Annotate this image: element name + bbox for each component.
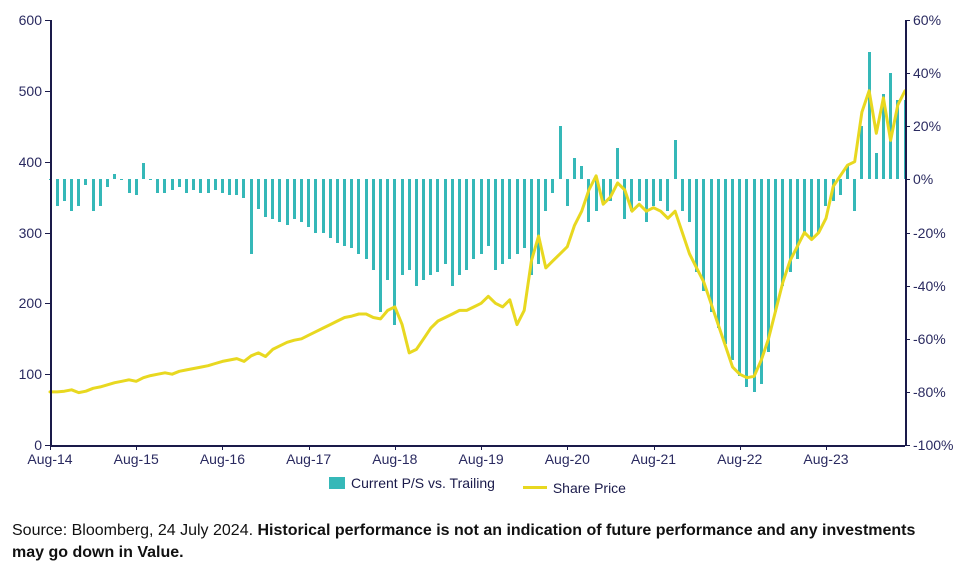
- x-tick-label: Aug-21: [631, 451, 676, 467]
- x-tick-label: Aug-17: [286, 451, 331, 467]
- x-tick-label: Aug-14: [27, 451, 72, 467]
- x-tick-label: Aug-19: [459, 451, 504, 467]
- legend-label: Share Price: [553, 480, 626, 496]
- x-tick-label: Aug-16: [200, 451, 245, 467]
- legend-item-bars: Current P/S vs. Trailing: [329, 475, 495, 491]
- footnote: Source: Bloomberg, 24 July 2024. Histori…: [12, 520, 932, 563]
- legend: Current P/S vs. Trailing Share Price: [0, 475, 955, 496]
- y-right-tick-label: -20%: [913, 225, 946, 241]
- x-tick-label: Aug-18: [372, 451, 417, 467]
- x-tick-label: Aug-15: [114, 451, 159, 467]
- legend-swatch-bar: [329, 477, 345, 489]
- y-left-tick-label: 600: [19, 12, 42, 28]
- y-left-tick-label: 100: [19, 366, 42, 382]
- legend-item-line: Share Price: [523, 480, 626, 496]
- y-right-tick-label: 20%: [913, 118, 941, 134]
- line-series: [50, 20, 905, 445]
- y-right-tick-label: -80%: [913, 384, 946, 400]
- y-right-tick-label: 60%: [913, 12, 941, 28]
- y-left-tick-label: 300: [19, 225, 42, 241]
- x-tick-label: Aug-22: [717, 451, 762, 467]
- legend-swatch-line: [523, 486, 547, 489]
- y-right-tick-label: 0%: [913, 171, 933, 187]
- y-right-tick-label: -40%: [913, 278, 946, 294]
- y-right-tick-label: -100%: [913, 437, 953, 453]
- y-right-tick-label: 40%: [913, 65, 941, 81]
- x-tick-label: Aug-23: [803, 451, 848, 467]
- chart-container: 0100200300400500600-100%-80%-60%-40%-20%…: [0, 0, 955, 585]
- y-left-tick-label: 400: [19, 154, 42, 170]
- footnote-source: Source: Bloomberg, 24 July 2024.: [12, 522, 257, 539]
- y-left-tick-label: 200: [19, 295, 42, 311]
- y-right-tick-label: -60%: [913, 331, 946, 347]
- y-left-tick-label: 500: [19, 83, 42, 99]
- legend-label: Current P/S vs. Trailing: [351, 475, 495, 491]
- x-tick-label: Aug-20: [545, 451, 590, 467]
- plot-area: 0100200300400500600-100%-80%-60%-40%-20%…: [50, 20, 905, 445]
